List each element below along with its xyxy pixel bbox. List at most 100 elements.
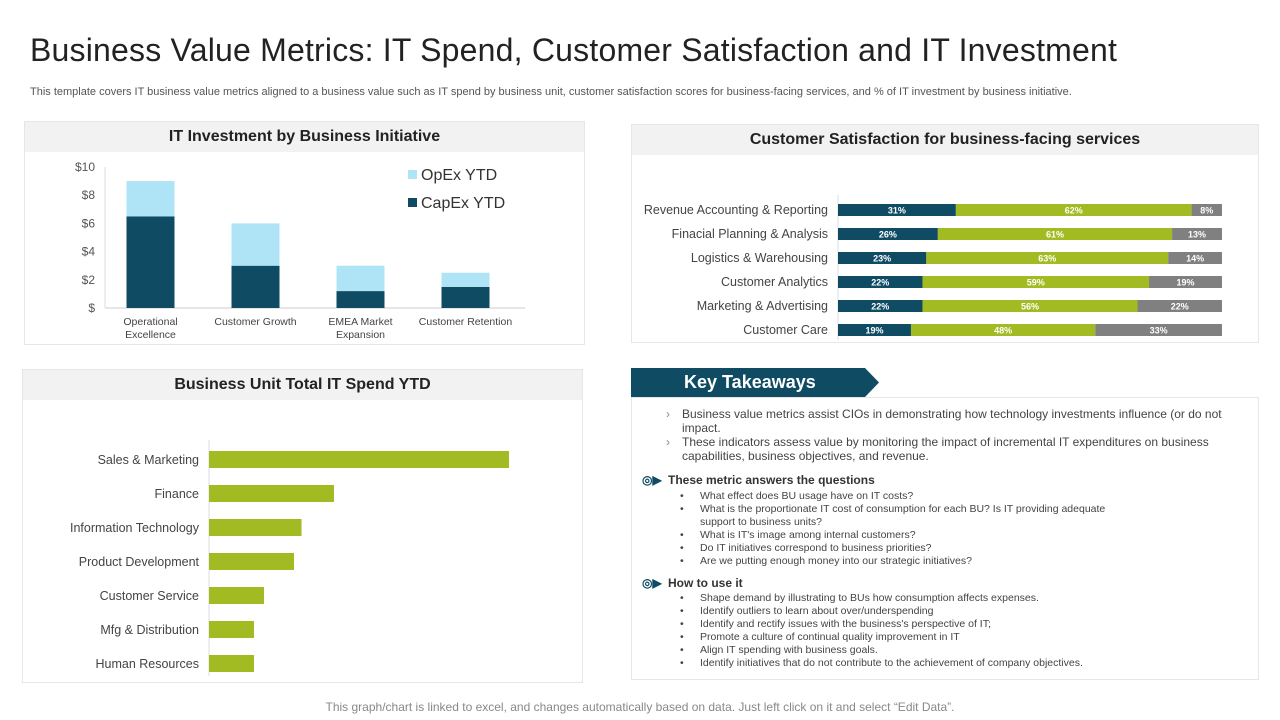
- chevron-icon: ›: [666, 407, 670, 421]
- bar-opex-ytd: [441, 272, 490, 287]
- bar-opex-ytd: [231, 223, 280, 266]
- list-item: Do IT initiatives correspond to business…: [680, 542, 1140, 555]
- chevron-icon: ›: [666, 435, 670, 449]
- bar-segment: [937, 228, 1173, 240]
- key-takeaways-panel: › Business value metrics assist CIOs in d…: [631, 397, 1259, 680]
- list-item: Identify and rectify issues with the bus…: [680, 618, 1140, 631]
- bar-capex-ytd: [336, 291, 385, 308]
- category-label: Product Development: [79, 555, 200, 569]
- bar-capex-ytd: [441, 286, 490, 308]
- it-spend-panel: Business Unit Total IT Spend YTD Sales &…: [22, 369, 583, 700]
- bar-capex-ytd: [231, 265, 280, 308]
- bar-segment: [922, 276, 1150, 288]
- bar-capex-ytd: [126, 216, 175, 308]
- questions-list: What effect does BU usage have on IT cos…: [680, 490, 1140, 568]
- bar-segment: [838, 228, 938, 240]
- use-heading: ◎▶ How to use it: [642, 576, 743, 590]
- list-item: Identify initiatives that do not contrib…: [680, 657, 1140, 670]
- category-label: Finacial Planning & Analysis: [672, 227, 828, 241]
- category-label: Revenue Accounting & Reporting: [644, 203, 828, 217]
- list-item: What effect does BU usage have on IT cos…: [680, 490, 1140, 503]
- target-play-icon: ◎▶: [642, 576, 662, 590]
- it-investment-panel: IT Investment by Business Initiative $ $2…: [24, 121, 585, 345]
- data-label: 22%: [871, 302, 889, 312]
- category-label: Customer Service: [100, 589, 199, 603]
- questions-heading-text: These metric answers the questions: [668, 473, 875, 487]
- category-label: Mfg & Distribution: [100, 623, 199, 637]
- list-item: Align IT spending with business goals.: [680, 644, 1140, 657]
- bar-segment: [1168, 252, 1222, 264]
- bar-segment: [838, 252, 927, 264]
- data-label: 19%: [865, 326, 883, 336]
- y-tick-label: $10: [75, 160, 95, 174]
- customer-satisfaction-panel: Customer Satisfaction for business-facin…: [631, 124, 1259, 360]
- bar: [209, 451, 509, 468]
- x-tick-label: Customer Retention: [419, 316, 513, 328]
- list-item: Promote a culture of continual quality i…: [680, 631, 1140, 644]
- data-label: 19%: [1177, 278, 1195, 288]
- data-label: 61%: [1046, 230, 1064, 240]
- intro-text: Business value metrics assist CIOs in de…: [682, 407, 1222, 435]
- it-spend-title: Business Unit Total IT Spend YTD: [23, 370, 582, 400]
- data-label: 33%: [1150, 326, 1168, 336]
- category-label: Logistics & Warehousing: [691, 251, 828, 265]
- bar-segment: [838, 324, 911, 336]
- category-label: Customer Care: [743, 323, 828, 337]
- it-spend-chart: Sales & Marketing Finance Information Tech…: [70, 440, 518, 700]
- data-label: 31%: [888, 206, 906, 216]
- key-takeaways-heading: Key Takeaways: [631, 368, 879, 397]
- bar: [209, 519, 302, 536]
- y-tick-label: $4: [82, 245, 96, 259]
- list-item: What is IT's image among internal custom…: [680, 529, 1140, 542]
- bar: [209, 621, 254, 638]
- use-heading-text: How to use it: [668, 576, 743, 590]
- legend-swatch: [408, 198, 417, 207]
- target-play-icon: ◎▶: [642, 473, 662, 487]
- legend-label: OpEx YTD: [421, 167, 497, 184]
- bar-segment: [1172, 228, 1222, 240]
- bar-segment: [1137, 300, 1222, 312]
- bar: [209, 587, 264, 604]
- bar-segment: [838, 300, 923, 312]
- bar-segment: [838, 204, 956, 216]
- data-label: 62%: [1065, 206, 1083, 216]
- category-label: Marketing & Advertising: [697, 299, 828, 313]
- data-label: 63%: [1038, 254, 1056, 264]
- data-label: 48%: [994, 326, 1012, 336]
- data-label: 23%: [873, 254, 891, 264]
- legend-swatch: [408, 170, 417, 179]
- intro-item: › Business value metrics assist CIOs in d…: [666, 407, 1227, 435]
- bar-segment: [910, 324, 1096, 336]
- intro-text: These indicators assess value by monitor…: [682, 435, 1209, 463]
- data-label: 56%: [1021, 302, 1039, 312]
- customer-satisfaction-chart: Revenue Accounting & Reporting 31% 62% 8% Fi…: [644, 195, 1222, 360]
- x-tick-label: EMEA Market: [328, 316, 392, 328]
- questions-heading: ◎▶ These metric answers the questions: [642, 473, 875, 487]
- data-label: 13%: [1188, 230, 1206, 240]
- list-item: Shape demand by illustrating to BUs how …: [680, 592, 1140, 605]
- customer-satisfaction-title: Customer Satisfaction for business-facin…: [632, 125, 1258, 155]
- bar-segment: [1149, 276, 1222, 288]
- bar-segment: [922, 300, 1138, 312]
- bar-segment: [1191, 204, 1222, 216]
- y-tick-label: $8: [82, 188, 96, 202]
- intro-item: › These indicators assess value by monito…: [666, 435, 1227, 463]
- bar: [209, 553, 294, 570]
- list-item: What is the proportionate IT cost of con…: [680, 503, 1140, 529]
- data-label: 26%: [879, 230, 897, 240]
- x-tick-label: Customer Growth: [214, 316, 296, 328]
- category-label: Information Technology: [70, 521, 200, 535]
- bar-opex-ytd: [126, 181, 175, 217]
- list-item: Are we putting enough money into our str…: [680, 555, 1140, 568]
- category-label: Sales & Marketing: [98, 453, 199, 467]
- data-label: 22%: [1171, 302, 1189, 312]
- page-subtitle: This template covers IT business value m…: [30, 86, 1072, 98]
- y-tick-label: $2: [82, 273, 96, 287]
- list-item: Identify outliers to learn about over/un…: [680, 605, 1140, 618]
- category-label: Customer Analytics: [721, 275, 828, 289]
- category-label: Human Resources: [95, 657, 199, 671]
- y-tick-label: $6: [82, 216, 96, 230]
- data-label: 14%: [1186, 254, 1204, 264]
- it-investment-title: IT Investment by Business Initiative: [25, 122, 584, 152]
- bar-segment: [838, 276, 923, 288]
